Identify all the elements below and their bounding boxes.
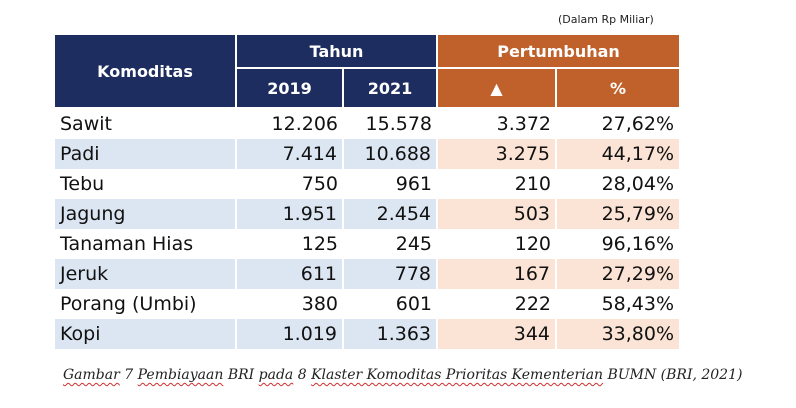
growth-percent: 27,29% xyxy=(555,259,680,289)
growth-delta: 120 xyxy=(514,233,552,255)
header-growth-group: Pertumbuhan xyxy=(436,35,680,68)
header-delta-icon: ▲ xyxy=(436,67,557,108)
commodity-name: Porang (Umbi) xyxy=(60,293,197,315)
commodity-name: Kopi xyxy=(55,319,236,349)
value-2021: 778 xyxy=(341,259,438,289)
growth-delta: 210 xyxy=(514,173,552,195)
value-2021: 10.688 xyxy=(341,139,438,169)
commodity-name: Jeruk xyxy=(55,259,236,289)
commodity-name: Padi xyxy=(55,139,236,169)
commodity-table: Komoditas Tahun Pertumbuhan 2019 2021 ▲ … xyxy=(55,35,680,349)
growth-delta: 503 xyxy=(436,199,557,229)
commodity-name: Tebu xyxy=(60,173,105,195)
value-2021: 961 xyxy=(395,173,433,195)
growth-percent: 96,16% xyxy=(601,233,675,255)
table-row: Kopi 1.019 1.363 344 33,80% xyxy=(55,319,680,349)
growth-delta: 3.275 xyxy=(436,139,557,169)
header-percent: % xyxy=(555,67,680,108)
unit-note: (Dalam Rp Miliar) xyxy=(558,13,654,26)
growth-delta: 222 xyxy=(514,293,552,315)
table-row: Sawit 12.206 15.578 3.372 27,62% xyxy=(55,107,680,139)
value-2021: 601 xyxy=(395,293,433,315)
header-commodity: Komoditas xyxy=(55,35,236,108)
value-2019: 7.414 xyxy=(235,139,343,169)
commodity-name: Tanaman Hias xyxy=(60,233,194,255)
value-2019: 380 xyxy=(301,293,338,315)
growth-percent: 33,80% xyxy=(555,319,680,349)
header-year-2019: 2019 xyxy=(235,67,343,108)
header-year-2021: 2021 xyxy=(341,67,438,108)
value-2019: 1.951 xyxy=(235,199,343,229)
value-2019: 611 xyxy=(235,259,343,289)
value-2021: 15.578 xyxy=(343,107,438,139)
growth-delta: 167 xyxy=(436,259,557,289)
value-2019: 750 xyxy=(301,173,338,195)
value-2021: 2.454 xyxy=(341,199,438,229)
table-row: Tanaman Hias 125 245 120 96,16% xyxy=(55,229,679,259)
growth-percent: 27,62% xyxy=(556,107,680,139)
figure-caption: Gambar 7 Pembiayaan BRI pada 8 Klaster K… xyxy=(63,367,743,383)
growth-delta: 3.372 xyxy=(437,107,557,139)
header-year-group: Tahun xyxy=(234,35,438,68)
value-2021: 1.363 xyxy=(341,319,438,349)
value-2021: 245 xyxy=(395,233,433,255)
value-2019: 125 xyxy=(301,233,338,255)
growth-percent: 58,43% xyxy=(601,293,675,315)
growth-percent: 44,17% xyxy=(555,139,680,169)
table-row: Tebu 750 961 210 28,04% xyxy=(55,169,679,199)
value-2019: 1.019 xyxy=(235,319,343,349)
growth-percent: 25,79% xyxy=(555,199,680,229)
table-row: Jeruk 611 778 167 27,29% xyxy=(55,259,680,289)
table-row: Porang (Umbi) 380 601 222 58,43% xyxy=(55,289,679,319)
table-row: Jagung 1.951 2.454 503 25,79% xyxy=(55,199,680,229)
commodity-name: Jagung xyxy=(55,199,236,229)
commodity-name: Sawit xyxy=(55,107,236,139)
growth-percent: 28,04% xyxy=(601,173,675,195)
table-row: Padi 7.414 10.688 3.275 44,17% xyxy=(55,139,680,169)
value-2019: 12.206 xyxy=(236,107,343,139)
growth-delta: 344 xyxy=(436,319,557,349)
